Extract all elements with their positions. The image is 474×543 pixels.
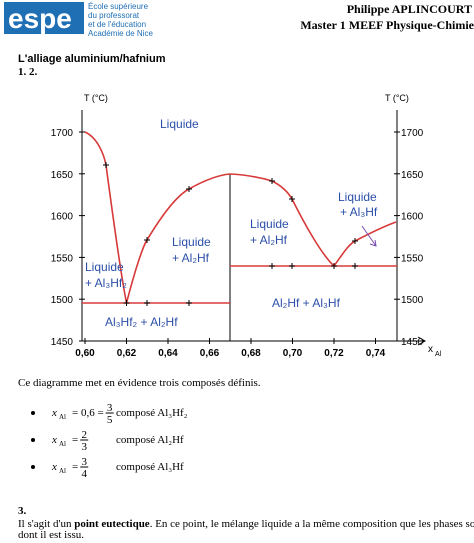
y-tick-label: 1700 [51,128,74,139]
ticks: 1700 1700 1650 1650 1600 1600 1550 1550 1500 1500… [51,128,424,359]
y-tick-label: 1500 [401,295,424,306]
region-label: Liquide [338,190,377,204]
bullet [31,411,35,415]
region-label: + Al₂Hf [172,251,210,265]
y-tick-label: 1550 [401,253,424,264]
compound: composé Al₃Hf [116,461,184,473]
y-tick-label: 1600 [401,212,424,223]
y-axis-label: T (°C) [385,93,409,103]
course: Master 1 MEEF Physique-Chimie [300,18,474,32]
section-number: 3. [18,505,27,517]
inst-line: et de l'éducation [88,20,146,29]
bold-text: point eutectique [74,518,150,530]
var: x [51,434,57,446]
region-label: + Al₃Hf₂ [85,276,127,290]
var: x [51,407,57,419]
region-label: Al₂Hf + Al₃Hf [272,296,341,310]
region-label: Al₃Hf₂ + Al₂Hf [105,315,178,329]
equation: = [72,434,78,446]
section-title: L'alliage aluminium/hafnium [18,53,166,65]
institution: École supérieure du professorat et de l'… [88,2,153,38]
denominator: 5 [107,414,113,426]
bullet [31,438,35,442]
logo: espe [8,3,72,34]
x-tick-label: 0,60 [75,348,95,359]
denominator: 3 [81,441,87,453]
y-tick-label: 1550 [51,253,74,264]
subsection: 1. 2. [18,66,38,78]
var-sub: Al [59,413,66,421]
section-text: dont il est issu. [18,529,84,538]
compound: composé Al₃Hf₂ [116,407,188,419]
author: Philippe APLINCOURT [347,2,472,16]
text: Il s'agit d'un [18,518,74,530]
var-sub: Al [59,467,66,475]
y-tick-label: 1650 [51,170,74,181]
equation: = [72,461,78,473]
intro: Ce diagramme met en évidence trois compo… [18,377,261,389]
compound: composé Al₂Hf [116,434,184,446]
x-tick-label: 0,68 [241,348,261,359]
var: x [51,461,57,473]
region-label: Liquide [85,260,124,274]
inst-line: École supérieure [88,2,149,11]
region-label: Liquide [172,235,211,249]
bullet [31,465,35,469]
equation: = 0,6 = [72,407,104,419]
y-tick-label: 1500 [51,295,74,306]
crosses [103,162,358,306]
y-tick-label: 1600 [51,212,74,223]
x-tick-label: 0,66 [200,348,220,359]
region-label: + Al₂Hf [250,233,288,247]
x-axis-label: x [428,344,433,355]
text: . En ce point, le mélange liquide a la m… [150,518,474,530]
region-label: + Al₃Hf [340,205,378,219]
x-tick-label: 0,72 [324,348,344,359]
logo-box [4,2,84,34]
y-tick-label: 1700 [401,128,424,139]
y-tick-label: 1450 [401,337,424,348]
region-label: Liquide [160,117,199,131]
x-axis-sub: Al [435,351,442,358]
numerator: 3 [81,456,87,468]
denominator: 4 [81,468,87,480]
x-tick-label: 0,62 [117,348,137,359]
x-tick-label: 0,74 [366,348,386,359]
section-text: Il s'agit d'un point eutectique. En ce p… [18,518,474,530]
y-tick-label: 1650 [401,170,424,181]
region-label: Liquide [250,217,289,231]
arrow [361,225,377,247]
x-tick-label: 0,70 [283,348,303,359]
numerator: 3 [107,402,113,414]
inst-line: Académie de Nice [88,29,153,38]
y-axis-label: T (°C) [84,93,108,103]
y-tick-label: 1450 [51,337,74,348]
x-tick-label: 0,64 [158,348,178,359]
var-sub: Al [59,440,66,448]
inst-line: du professorat [88,11,140,20]
numerator: 2 [81,429,87,441]
